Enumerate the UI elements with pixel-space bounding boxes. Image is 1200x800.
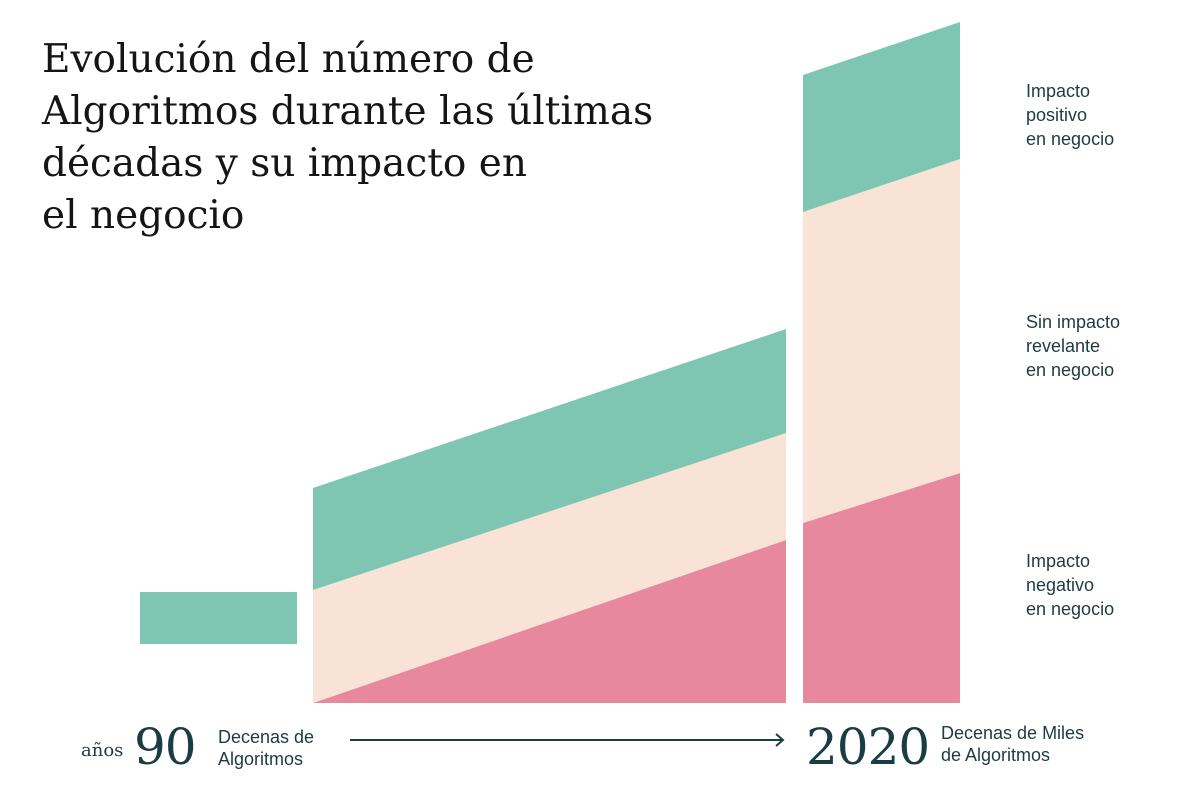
area-neutral-segment-2	[313, 433, 786, 703]
end-desc-line-2: de Algoritmos	[941, 745, 1051, 765]
legend-negative-line-2: negativo	[1026, 575, 1095, 595]
legend-neutral: Sin impacto revelante en negocio	[1026, 310, 1120, 382]
chart-title: Evolución del número de Algoritmos duran…	[42, 34, 702, 242]
area-positive-segment-1	[140, 592, 297, 644]
area-negative-segment-3	[803, 473, 960, 703]
end-desc-line-1: Decenas de Miles	[941, 723, 1085, 743]
legend-neutral-line-3: en negocio	[1026, 360, 1115, 380]
title-line-2: Algoritmos durante las últimas	[42, 89, 654, 134]
legend-negative-line-1: Impacto	[1026, 551, 1091, 571]
title-line-3: décadas y su impacto en	[42, 141, 527, 186]
start-desc-line-2: Algoritmos	[218, 749, 304, 769]
legend-positive-line-1: Impacto	[1026, 81, 1091, 101]
title-line-4: el negocio	[42, 193, 245, 238]
legend-negative: Impacto negativo en negocio	[1026, 549, 1114, 621]
timeline-arrow-head	[775, 733, 785, 747]
end-year-label: 2020	[806, 718, 930, 776]
start-year-label: 90	[134, 718, 197, 776]
area-neutral-segment-3	[803, 159, 960, 523]
legend-negative-line-3: en negocio	[1026, 599, 1115, 619]
end-year-description: Decenas de Miles de Algoritmos	[941, 722, 1084, 766]
area-positive-segment-3	[803, 22, 960, 212]
legend-positive-line-3: en negocio	[1026, 129, 1115, 149]
start-year-description: Decenas de Algoritmos	[218, 726, 314, 770]
legend-neutral-line-1: Sin impacto	[1026, 312, 1121, 332]
start-desc-line-1: Decenas de	[218, 727, 315, 747]
legend-positive: Impacto positivo en negocio	[1026, 79, 1114, 151]
right-arrow-icon	[350, 733, 785, 747]
legend-neutral-line-2: revelante	[1026, 336, 1101, 356]
axis-prefix-label: años	[81, 740, 124, 761]
legend-positive-line-2: positivo	[1026, 105, 1088, 125]
title-line-1: Evolución del número de	[42, 37, 535, 82]
area-positive-segment-2	[313, 329, 786, 590]
